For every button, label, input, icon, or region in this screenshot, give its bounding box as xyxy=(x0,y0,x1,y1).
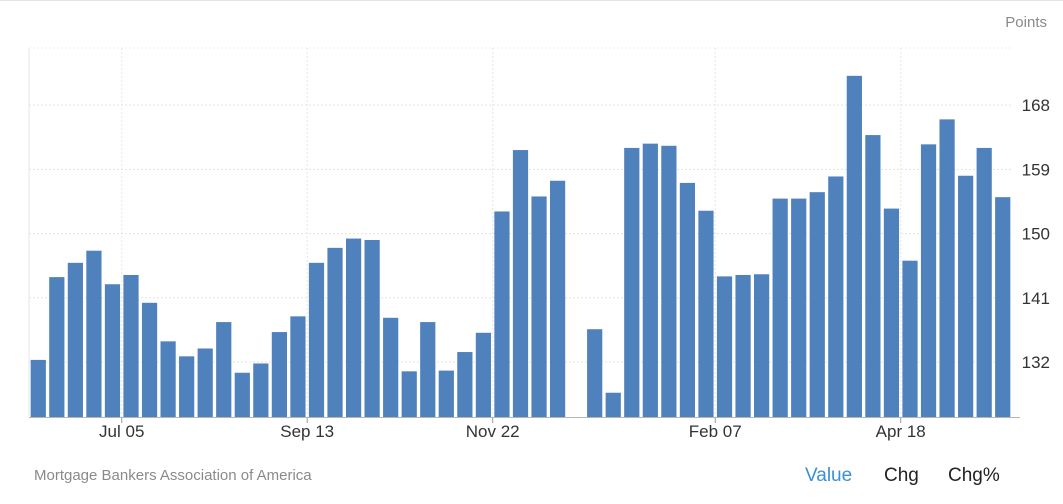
grid-layer xyxy=(28,47,1012,417)
y-tick-label: 132 xyxy=(1022,353,1050,372)
bar xyxy=(772,198,788,417)
bar xyxy=(457,352,473,417)
bar xyxy=(494,211,510,417)
x-tick-label: Nov 22 xyxy=(466,422,520,441)
x-tick-label: Apr 18 xyxy=(876,422,926,441)
bar xyxy=(364,239,380,417)
y-tick-label: 141 xyxy=(1022,289,1050,308)
source-label: Mortgage Bankers Association of America xyxy=(34,467,312,484)
bar xyxy=(512,150,529,417)
bar xyxy=(809,192,825,417)
bar xyxy=(828,176,844,417)
bar xyxy=(327,247,343,417)
bar xyxy=(735,274,751,417)
bar xyxy=(475,332,492,417)
bar xyxy=(939,119,955,418)
bar xyxy=(216,322,232,417)
bar xyxy=(679,182,696,417)
bar xyxy=(883,208,900,417)
bar xyxy=(531,196,547,417)
value-toggle[interactable]: Value xyxy=(805,465,853,486)
bar-layer xyxy=(30,75,1011,418)
bar xyxy=(104,284,121,417)
bar xyxy=(271,332,287,417)
view-toggle-group: Value Chg Chg% xyxy=(803,465,1063,489)
bar xyxy=(438,370,454,417)
bar xyxy=(698,210,714,417)
bar xyxy=(549,180,566,417)
bar xyxy=(179,356,195,417)
y-tick-label: 150 xyxy=(1022,225,1050,244)
bar xyxy=(420,322,436,417)
bar xyxy=(160,341,176,417)
bar xyxy=(383,317,399,417)
y-tick-label: 168 xyxy=(1022,96,1050,115)
bar xyxy=(123,274,139,417)
bar xyxy=(902,260,918,417)
chg-percent-toggle[interactable]: Chg% xyxy=(948,465,1000,486)
bar xyxy=(958,175,974,417)
bar xyxy=(234,372,250,417)
bar xyxy=(754,274,770,417)
bar xyxy=(30,359,46,417)
chg-toggle[interactable]: Chg xyxy=(884,465,919,486)
bar xyxy=(920,144,937,418)
bar xyxy=(791,198,807,417)
bar xyxy=(86,250,102,417)
bar xyxy=(141,302,158,417)
bar xyxy=(67,262,83,417)
bar xyxy=(197,348,213,417)
bar xyxy=(587,329,603,417)
bar xyxy=(308,262,325,417)
bar xyxy=(401,371,417,417)
bar xyxy=(846,75,862,418)
y-tick-label: 159 xyxy=(1022,160,1050,179)
bar xyxy=(605,392,621,417)
bar xyxy=(345,238,362,417)
x-tick-label: Sep 13 xyxy=(280,422,334,441)
bar xyxy=(716,276,733,417)
x-tick-label: Jul 05 xyxy=(99,422,144,441)
bar xyxy=(995,197,1011,417)
bar xyxy=(49,277,65,417)
bar xyxy=(976,147,992,417)
top-divider xyxy=(0,0,1063,1)
tick-layer: 132 141 150 159 168 Jul 05 Sep 13 Nov 22 Feb 07 A… xyxy=(29,96,1050,441)
bar xyxy=(642,143,658,417)
bar xyxy=(290,316,306,417)
unit-label: Points xyxy=(1005,14,1047,31)
x-tick-label: Feb 07 xyxy=(689,422,742,441)
bar xyxy=(865,135,881,417)
bar xyxy=(661,145,677,417)
bar xyxy=(253,363,269,417)
bar xyxy=(624,147,640,417)
